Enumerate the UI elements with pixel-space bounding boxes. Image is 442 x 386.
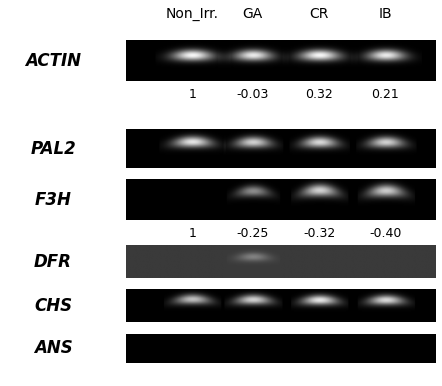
Text: -0.25: -0.25 — [236, 227, 269, 240]
Text: -0.40: -0.40 — [369, 227, 402, 240]
Text: PAL2: PAL2 — [30, 140, 76, 157]
Text: CHS: CHS — [34, 297, 72, 315]
Text: -0.32: -0.32 — [303, 227, 335, 240]
Text: ACTIN: ACTIN — [25, 52, 81, 70]
Text: GA: GA — [243, 7, 263, 20]
Text: F3H: F3H — [34, 191, 72, 209]
Text: 1: 1 — [188, 227, 196, 240]
Text: -0.03: -0.03 — [236, 88, 269, 101]
Text: 0.32: 0.32 — [305, 88, 333, 101]
Text: Non_Irr.: Non_Irr. — [166, 7, 219, 20]
Text: IB: IB — [379, 7, 392, 20]
Text: 0.21: 0.21 — [372, 88, 399, 101]
Text: ANS: ANS — [34, 339, 72, 357]
Text: 1: 1 — [188, 88, 196, 101]
Text: CR: CR — [309, 7, 329, 20]
Text: DFR: DFR — [34, 252, 72, 271]
